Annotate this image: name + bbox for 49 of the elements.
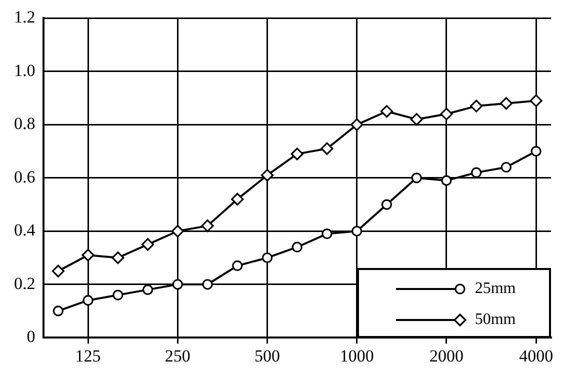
point xyxy=(112,251,124,264)
point xyxy=(202,279,213,290)
point xyxy=(82,248,94,262)
point xyxy=(320,142,334,155)
point xyxy=(142,284,154,295)
point xyxy=(52,264,64,278)
y-tick-label: 0.4 xyxy=(14,220,36,240)
x-tick-label: 250 xyxy=(164,346,190,366)
point xyxy=(141,238,154,251)
point xyxy=(352,226,362,236)
legend-label: 25mm xyxy=(474,280,516,298)
y-tick-label: 1.2 xyxy=(14,8,36,27)
point xyxy=(112,290,124,300)
point xyxy=(381,199,392,210)
point xyxy=(530,146,542,157)
x-tick-label: 1000 xyxy=(340,346,374,366)
point xyxy=(290,148,304,160)
x-tick-label: 4000 xyxy=(519,346,554,366)
point xyxy=(380,105,394,118)
point xyxy=(201,220,214,232)
point xyxy=(260,168,274,182)
point xyxy=(172,279,183,290)
legend-label: 50mm xyxy=(474,310,516,329)
point xyxy=(171,224,184,238)
x-tick-label: 125 xyxy=(75,346,101,366)
point xyxy=(292,242,302,252)
point xyxy=(471,167,482,178)
point xyxy=(441,175,452,186)
y-tick-label: 0 xyxy=(26,327,36,346)
point xyxy=(500,97,512,110)
point xyxy=(530,94,542,108)
y-tick-label: 0.8 xyxy=(14,114,36,134)
point xyxy=(232,260,243,272)
y-tick-label: 1.0 xyxy=(14,60,36,80)
point xyxy=(262,252,273,264)
point xyxy=(231,192,244,206)
y-tick-label: 0.2 xyxy=(14,274,36,293)
x-tick-label: 500 xyxy=(254,346,280,366)
point xyxy=(500,162,512,173)
point xyxy=(82,295,94,306)
point xyxy=(52,306,64,316)
point xyxy=(322,228,332,240)
point xyxy=(411,172,422,184)
point xyxy=(410,113,423,126)
y-tick-label: 0.6 xyxy=(14,167,36,186)
point xyxy=(440,108,453,120)
point xyxy=(470,100,483,112)
point xyxy=(350,118,364,131)
x-tick-label: 2000 xyxy=(429,346,464,366)
